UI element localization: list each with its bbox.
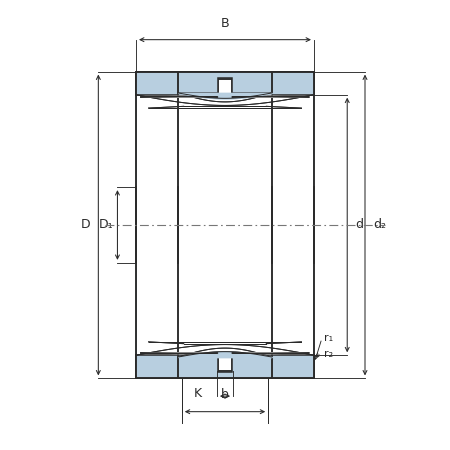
Bar	[136, 263, 178, 355]
Polygon shape	[178, 72, 272, 93]
Polygon shape	[136, 72, 314, 95]
Bar	[136, 187, 314, 263]
Polygon shape	[136, 355, 314, 378]
Text: D: D	[81, 219, 90, 231]
Text: r₁: r₁	[324, 333, 333, 343]
Polygon shape	[136, 72, 314, 95]
Text: d₂: d₂	[373, 219, 386, 231]
Text: r₂: r₂	[324, 349, 333, 359]
Polygon shape	[178, 357, 272, 378]
Bar	[136, 263, 314, 355]
Bar	[272, 263, 314, 355]
Polygon shape	[178, 357, 272, 378]
Text: B: B	[220, 17, 230, 30]
Text: D₁: D₁	[99, 219, 113, 231]
Text: b: b	[221, 387, 229, 400]
Bar	[136, 95, 178, 187]
Text: d: d	[355, 219, 363, 231]
Text: K: K	[194, 387, 202, 400]
Bar	[272, 95, 314, 187]
Bar	[136, 95, 314, 187]
Polygon shape	[178, 72, 272, 93]
Polygon shape	[136, 355, 314, 378]
